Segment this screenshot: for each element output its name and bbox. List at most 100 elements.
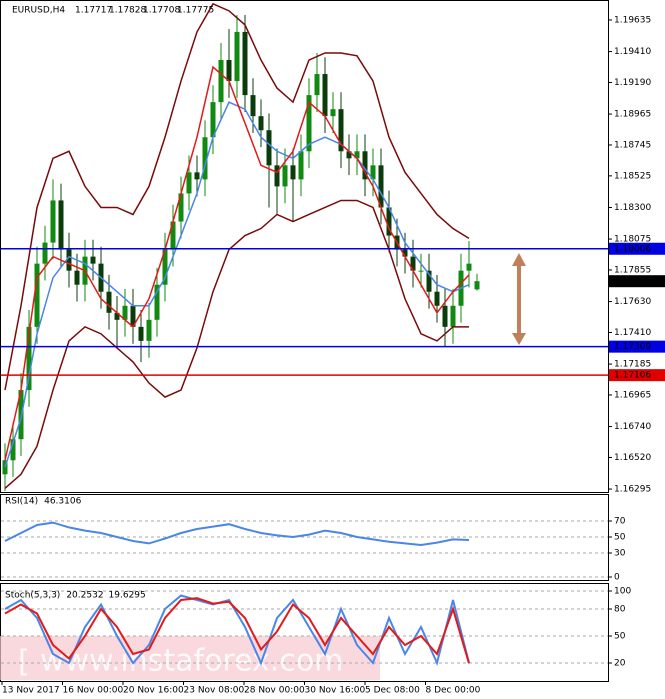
candle-body [226, 60, 232, 82]
watermark-bracket: [ [18, 645, 30, 680]
candle-body [442, 305, 448, 327]
ohlc-value: 1.17828 [109, 6, 146, 16]
candle-body [338, 109, 344, 152]
y-tick-label: 1.17855 [614, 265, 651, 275]
candle-body [66, 249, 72, 271]
indicator-line [4, 199, 469, 489]
x-tick-label: 8 Dec 00:00 [426, 686, 481, 696]
candle-body [450, 305, 456, 327]
candle-body [210, 102, 216, 138]
main-panel [0, 0, 609, 493]
y-tick-label: 1.16740 [614, 422, 651, 432]
candle-body [170, 221, 176, 250]
candle-body [178, 193, 184, 222]
candle-body [370, 165, 376, 180]
candle-body [202, 137, 208, 180]
y-tick-label: 1.18525 [614, 171, 651, 181]
candle-body [266, 130, 272, 166]
x-tick-label: 23 Nov 08:00 [184, 686, 245, 696]
level-tag [609, 369, 665, 382]
indicator-title: RSI(14) [5, 497, 38, 507]
watermark: www.instaforex.com [40, 644, 343, 679]
y-tick-label: 1.17185 [614, 360, 651, 370]
candle-body [426, 270, 432, 292]
candle-body [50, 200, 56, 243]
watermark-band [0, 636, 380, 680]
candle-body [274, 165, 280, 187]
y-tick-label: 1.17630 [614, 297, 651, 307]
indicator-line [4, 594, 470, 667]
candle-body [474, 281, 480, 290]
candle-body [42, 242, 48, 264]
candle-body [218, 60, 224, 103]
level-tag [609, 340, 665, 353]
price-tag [609, 275, 665, 288]
candle-body [114, 312, 120, 320]
indicator-line [4, 2, 470, 391]
candle-body [322, 74, 328, 117]
candle-body [138, 326, 144, 341]
level-label: 1.17309 [614, 342, 651, 352]
candle-body [282, 165, 288, 187]
candle-body [146, 319, 152, 341]
candle-body [186, 172, 192, 194]
y-tick-label: 50 [614, 632, 626, 642]
indicator-title: Stoch(5,3,3) [5, 591, 60, 601]
candle-body [250, 95, 256, 117]
candle-body [162, 249, 168, 285]
candle-body [122, 305, 128, 320]
y-tick-label: 1.17410 [614, 328, 651, 338]
y-tick-label: 1.18075 [614, 235, 651, 245]
candle-body [466, 263, 472, 271]
symbol-title: EURUSD,H4 [12, 6, 65, 16]
x-tick-label: 5 Dec 08:00 [365, 686, 420, 696]
candle-body [402, 249, 408, 257]
x-tick-label: 28 Nov 00:00 [244, 686, 305, 696]
candle-body [154, 284, 160, 320]
y-tick-label: 50 [614, 533, 626, 543]
level-label: 1.18006 [614, 244, 651, 254]
candle-body [130, 305, 136, 327]
candle-body [410, 256, 416, 271]
y-tick-label: 70 [614, 517, 626, 527]
candle-body [258, 116, 264, 131]
y-tick-label: 1.19190 [614, 78, 651, 88]
candle-body [306, 95, 312, 152]
indicator-line [4, 65, 470, 461]
indicator-line [4, 521, 470, 547]
y-tick-label: 80 [614, 605, 626, 615]
indicator-value: 19.6295 [109, 591, 146, 601]
y-tick-label: 1.16520 [614, 453, 651, 463]
y-tick-label: 1.18300 [614, 203, 651, 213]
candle-body [106, 291, 112, 313]
candle-body [362, 151, 368, 180]
range-arrow [512, 253, 526, 345]
level-tag [609, 242, 665, 255]
y-tick-label: 20 [614, 659, 626, 669]
candle-body [298, 151, 304, 180]
candle-body [34, 263, 40, 327]
candle-body [314, 74, 320, 96]
y-tick-label: 1.18965 [614, 110, 651, 120]
candle-body [58, 200, 64, 250]
ohlc-value: 1.17717 [75, 6, 112, 16]
y-tick-label: 1.16965 [614, 390, 651, 400]
candle-body [330, 109, 336, 117]
candle-body [90, 256, 96, 264]
current-price: 1.17775 [614, 277, 651, 287]
ohlc-value: 1.17708 [143, 6, 180, 16]
candle-body [242, 31, 248, 96]
x-tick-label: 13 Nov 2017 [2, 686, 60, 696]
candle-body [354, 151, 360, 159]
indicator-line [4, 101, 470, 468]
x-tick-label: 20 Nov 16:00 [123, 686, 184, 696]
y-tick-label: 30 [614, 549, 626, 559]
level-label: 1.17106 [614, 371, 651, 381]
y-tick-label: 1.19635 [614, 15, 651, 25]
y-tick-label: 100 [614, 587, 631, 597]
y-tick-label: 1.19410 [614, 47, 651, 57]
candle-body [434, 291, 440, 306]
candle-body [234, 31, 240, 82]
y-tick-label: 1.18745 [614, 140, 651, 150]
